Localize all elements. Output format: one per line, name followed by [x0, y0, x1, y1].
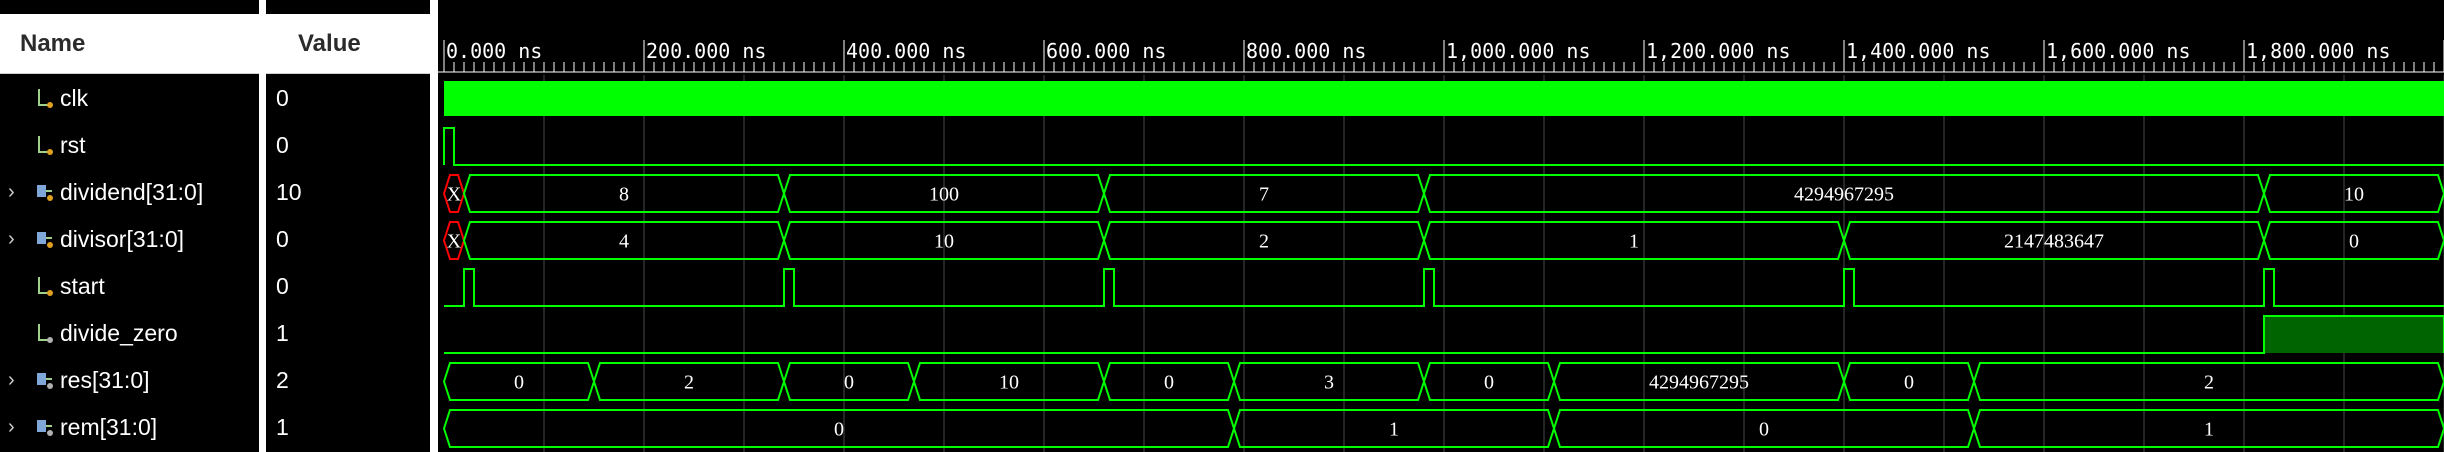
signal-value: 0	[276, 226, 289, 252]
divisor-value-label: 0	[2349, 231, 2359, 253]
signal-row-dividend[interactable]: › dividend[31:0]	[0, 169, 259, 215]
clk-wave	[444, 81, 2444, 116]
signal-name: rem[31:0]	[60, 414, 158, 440]
expand-chevron-icon[interactable]: ›	[8, 228, 15, 250]
rem-value-label: 0	[834, 419, 844, 441]
res-value-label: 4294967295	[1649, 372, 1749, 394]
wire-icon	[38, 136, 53, 155]
divisor-value-label: X	[447, 231, 462, 253]
time-tick-label: 1,000.000 ns	[1446, 39, 1591, 63]
waveform-canvas[interactable]: 0.000 ns 200.000 ns 400.000 ns 600.000 ns 80…	[438, 0, 2444, 452]
panel-splitter[interactable]	[259, 0, 266, 452]
res-value-label: 2	[684, 372, 694, 394]
signal-name: rst	[60, 132, 86, 158]
res-value-label: 2	[2204, 372, 2214, 394]
res-value-label: 3	[1324, 372, 1334, 394]
res-value-label: 0	[844, 372, 854, 394]
bus-icon	[37, 185, 53, 201]
expand-chevron-icon[interactable]: ›	[8, 416, 15, 438]
res-value-label: 0	[514, 372, 524, 394]
time-tick-label: 1,200.000 ns	[1646, 39, 1791, 63]
wire-icon	[38, 89, 53, 108]
dividend-value-label: 100	[929, 184, 959, 206]
dividend-value-label: 10	[2344, 184, 2364, 206]
divide-zero-wave	[444, 315, 2444, 354]
divide-zero-high-fill	[2264, 316, 2444, 353]
signal-row-clk[interactable]: clk	[0, 75, 259, 121]
wire-icon	[38, 277, 53, 296]
signal-name: divisor[31:0]	[60, 226, 185, 252]
start-wave	[444, 268, 2444, 307]
signal-row-res[interactable]: › res[31:0]	[0, 357, 259, 403]
res-value-label: 0	[1164, 372, 1174, 394]
signal-name: res[31:0]	[60, 367, 150, 393]
divisor-value-label: 2	[1259, 231, 1269, 253]
signal-value: 0	[276, 273, 289, 299]
time-tick-label: 1,800.000 ns	[2246, 39, 2391, 63]
res-value-label: 10	[999, 372, 1019, 394]
signal-name: start	[60, 273, 105, 299]
rem-value-label: 1	[2204, 419, 2214, 441]
bus-icon	[37, 420, 53, 436]
time-tick-label: 200.000 ns	[646, 39, 766, 63]
value-column-header[interactable]: Value	[266, 14, 430, 74]
dividend-value-label: 4294967295	[1794, 184, 1894, 206]
signal-value: 1	[276, 320, 289, 346]
dividend-segment	[2262, 174, 2444, 213]
dividend-value-label: 7	[1259, 184, 1269, 206]
divisor-value-label: 10	[934, 231, 954, 253]
signal-value: 2	[276, 367, 289, 393]
signal-row-rem[interactable]: › rem[31:0]	[0, 404, 259, 450]
time-tick-label: 800.000 ns	[1246, 39, 1366, 63]
time-tick-label: 400.000 ns	[846, 39, 966, 63]
signal-value: 0	[276, 132, 289, 158]
name-column-header[interactable]: Name	[0, 14, 259, 74]
divisor-value-label: 1	[1629, 231, 1639, 253]
signal-value-panel	[266, 0, 430, 452]
time-tick-label: 0.000 ns	[446, 39, 542, 63]
output-wire-icon	[38, 324, 53, 343]
rem-value-label: 1	[1389, 419, 1399, 441]
expand-chevron-icon[interactable]: ›	[8, 369, 15, 391]
signal-value: 0	[276, 85, 289, 111]
res-value-label: 0	[1904, 372, 1914, 394]
bus-icon	[37, 373, 53, 389]
rst-wave	[443, 127, 2444, 166]
time-tick-label: 600.000 ns	[1046, 39, 1166, 63]
signal-row-divisor[interactable]: › divisor[31:0]	[0, 216, 259, 262]
divisor-value-label: 2147483647	[2004, 231, 2104, 253]
dividend-value-label: 8	[619, 184, 629, 206]
time-tick-label: 1,600.000 ns	[2046, 39, 2191, 63]
signal-name: clk	[60, 85, 89, 111]
signal-name: divide_zero	[60, 320, 178, 346]
signal-row-rst[interactable]: rst	[0, 122, 259, 168]
res-value-label: 0	[1484, 372, 1494, 394]
signal-value: 1	[276, 414, 289, 440]
dividend-value-label: X	[447, 184, 462, 206]
signal-name: dividend[31:0]	[60, 179, 204, 205]
divisor-value-label: 4	[619, 231, 629, 253]
time-tick-label: 1,400.000 ns	[1846, 39, 1991, 63]
res-segment	[1972, 362, 2444, 401]
signal-row-divide-zero[interactable]: divide_zero	[0, 310, 259, 356]
panel-splitter[interactable]	[430, 0, 438, 452]
expand-chevron-icon[interactable]: ›	[8, 181, 15, 203]
rem-segment	[1972, 409, 2444, 448]
signal-value: 10	[276, 179, 302, 205]
divisor-segment	[2262, 221, 2444, 260]
signal-row-start[interactable]: start	[0, 263, 259, 309]
time-ruler	[438, 0, 2444, 72]
rem-value-label: 0	[1759, 419, 1769, 441]
bus-icon	[37, 232, 53, 248]
